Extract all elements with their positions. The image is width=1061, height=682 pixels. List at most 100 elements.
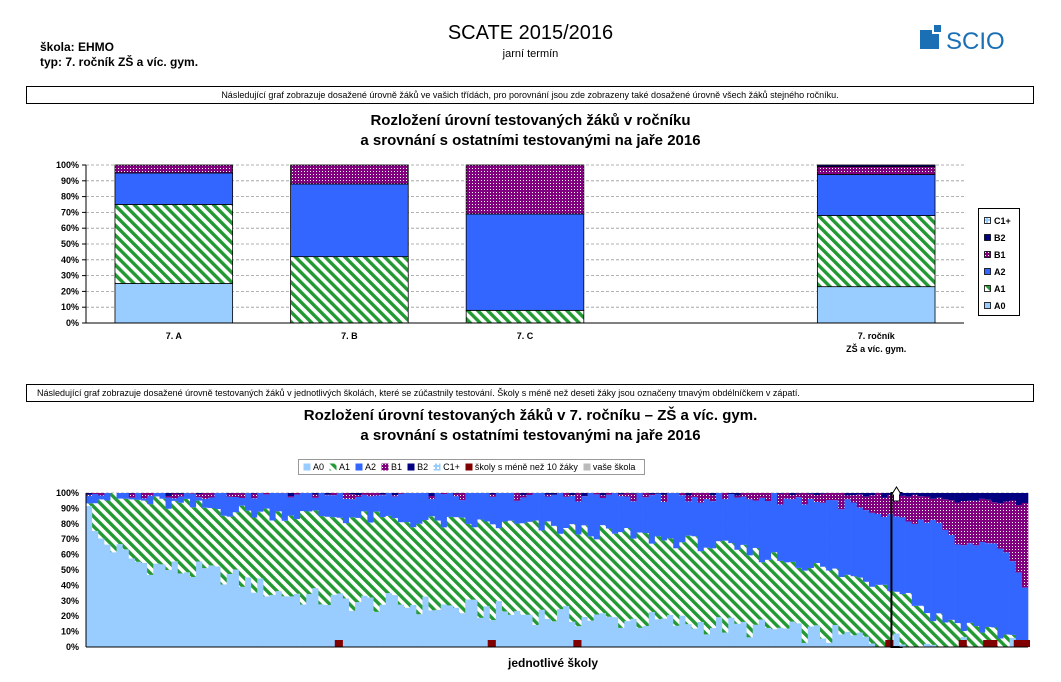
school-bar-b2 — [862, 493, 870, 497]
school-bar-a2 — [709, 501, 717, 549]
school-bar-b1 — [979, 498, 986, 542]
school-bar-a2 — [746, 499, 754, 556]
school-bar-a0 — [177, 573, 185, 647]
school-bar-a1 — [636, 532, 643, 628]
school-bar-b1 — [795, 493, 802, 498]
school-bar-a1 — [703, 547, 711, 635]
school-bar-a0 — [367, 597, 374, 647]
school-bar-a1 — [110, 493, 117, 553]
school-bar-a1 — [557, 533, 564, 610]
school-bar-a1 — [1009, 634, 1017, 638]
school-bar-a1 — [979, 632, 986, 647]
school-bar-a2 — [391, 496, 399, 519]
school-bar-a0 — [330, 594, 338, 647]
school-bar-a2 — [453, 496, 460, 518]
school-bar-b1 — [141, 493, 148, 499]
school-bar-b1 — [373, 493, 380, 496]
school-bar-b1 — [599, 495, 607, 498]
school-bar-b2 — [550, 493, 558, 495]
school-bar-a1 — [820, 566, 827, 639]
school-bar-a1 — [312, 510, 319, 589]
school-bar-a1 — [459, 517, 466, 614]
chart2-title: Rozložení úrovní testovaných žáků v 7. r… — [0, 406, 1061, 446]
legend-label: C1+ — [994, 215, 1011, 226]
school-bar-a1 — [599, 525, 607, 614]
school-bar-a2 — [1009, 561, 1017, 635]
school-bar-b2 — [1003, 493, 1010, 502]
school-bar-b2 — [881, 493, 888, 498]
school-bar-b1 — [850, 495, 858, 503]
school-bar-a1 — [220, 515, 227, 585]
school-bar-a1 — [991, 627, 998, 647]
y-tick-label: 80% — [61, 519, 79, 529]
legend-label: C1+ — [443, 462, 460, 472]
chart2-title-line1: Rozložení úrovní testovaných žáků v 7. r… — [303, 407, 758, 424]
school-bar-a0 — [679, 615, 686, 647]
school-bar-a0 — [868, 643, 876, 647]
school-bar-a2 — [483, 493, 491, 522]
small-school-marker — [958, 640, 969, 647]
school-bar-b1 — [563, 493, 570, 497]
school-bar-a1 — [550, 525, 558, 622]
school-bar-a1 — [563, 527, 570, 607]
school-bar-a0 — [361, 595, 368, 647]
school-bar-b1 — [868, 495, 876, 513]
school-bar-b1 — [147, 493, 154, 496]
school-bar-a1 — [483, 521, 491, 607]
school-bar-a0 — [446, 605, 454, 647]
school-bar-b1 — [189, 493, 197, 494]
school-bar-a2 — [489, 496, 497, 525]
school-bar-a2 — [428, 499, 435, 517]
school-bar-a2 — [189, 493, 197, 508]
school-bar-a1 — [171, 500, 179, 562]
school-bar-a0 — [593, 614, 601, 647]
school-bar-a1 — [501, 521, 509, 612]
school-bar-a2 — [440, 494, 448, 528]
school-bar-a2 — [202, 498, 209, 508]
school-bar-a1 — [361, 511, 368, 596]
school-bar-b1 — [985, 499, 992, 544]
school-bar-a0 — [465, 599, 472, 647]
school-bar-a1 — [238, 505, 246, 587]
school-bar-a0 — [165, 569, 172, 647]
school-bar-b1 — [972, 500, 980, 546]
school-bar-b1 — [263, 493, 270, 495]
school-bar-a2 — [342, 498, 350, 524]
school-bar-a0 — [324, 605, 331, 647]
school-bar-a2 — [171, 498, 179, 501]
y-tick-label: 50% — [61, 565, 79, 575]
school-bar-a0 — [532, 625, 539, 647]
school-bar-a2 — [630, 501, 637, 539]
school-bar-a1 — [214, 509, 221, 567]
legend-item: A0 — [303, 462, 324, 472]
school-bar-a0 — [728, 617, 735, 647]
school-bar-a1 — [722, 540, 729, 633]
school-bar-a2 — [330, 495, 338, 518]
school-bar-a2 — [269, 493, 276, 521]
school-bar-a2 — [495, 493, 503, 529]
school-bar-a1 — [575, 534, 582, 627]
legend-item: B2 — [984, 229, 1019, 246]
school-bar-a1 — [226, 516, 234, 574]
school-bar-b1 — [648, 493, 656, 496]
school-level-chart: 0% 10% 20% 30% 40% 50% 60% 70% 80% 90% 100% jednotl… — [56, 486, 1030, 670]
school-bar-a2 — [355, 496, 362, 518]
school-bar-b1 — [924, 496, 931, 523]
school-bar-a0 — [220, 584, 227, 647]
document-title: SCATE 2015/2016 — [447, 22, 614, 44]
school-bar-b2 — [924, 493, 931, 497]
school-bar-a1 — [856, 577, 864, 633]
legend-swatch — [433, 463, 441, 471]
school-bar-a1 — [373, 511, 380, 612]
school-bar-b1 — [783, 493, 790, 499]
school-bar-a0 — [116, 544, 124, 647]
school-bar-a0 — [758, 619, 766, 647]
school-bar-a2 — [214, 493, 221, 510]
school-bar-a2 — [593, 494, 601, 540]
school-bar-b1 — [397, 493, 405, 494]
school-bar-a2 — [471, 493, 478, 528]
legend-swatch — [583, 463, 591, 471]
school-bar-a0 — [147, 574, 154, 647]
school-bar-a1 — [972, 626, 980, 647]
school-bar-a0 — [416, 614, 423, 647]
